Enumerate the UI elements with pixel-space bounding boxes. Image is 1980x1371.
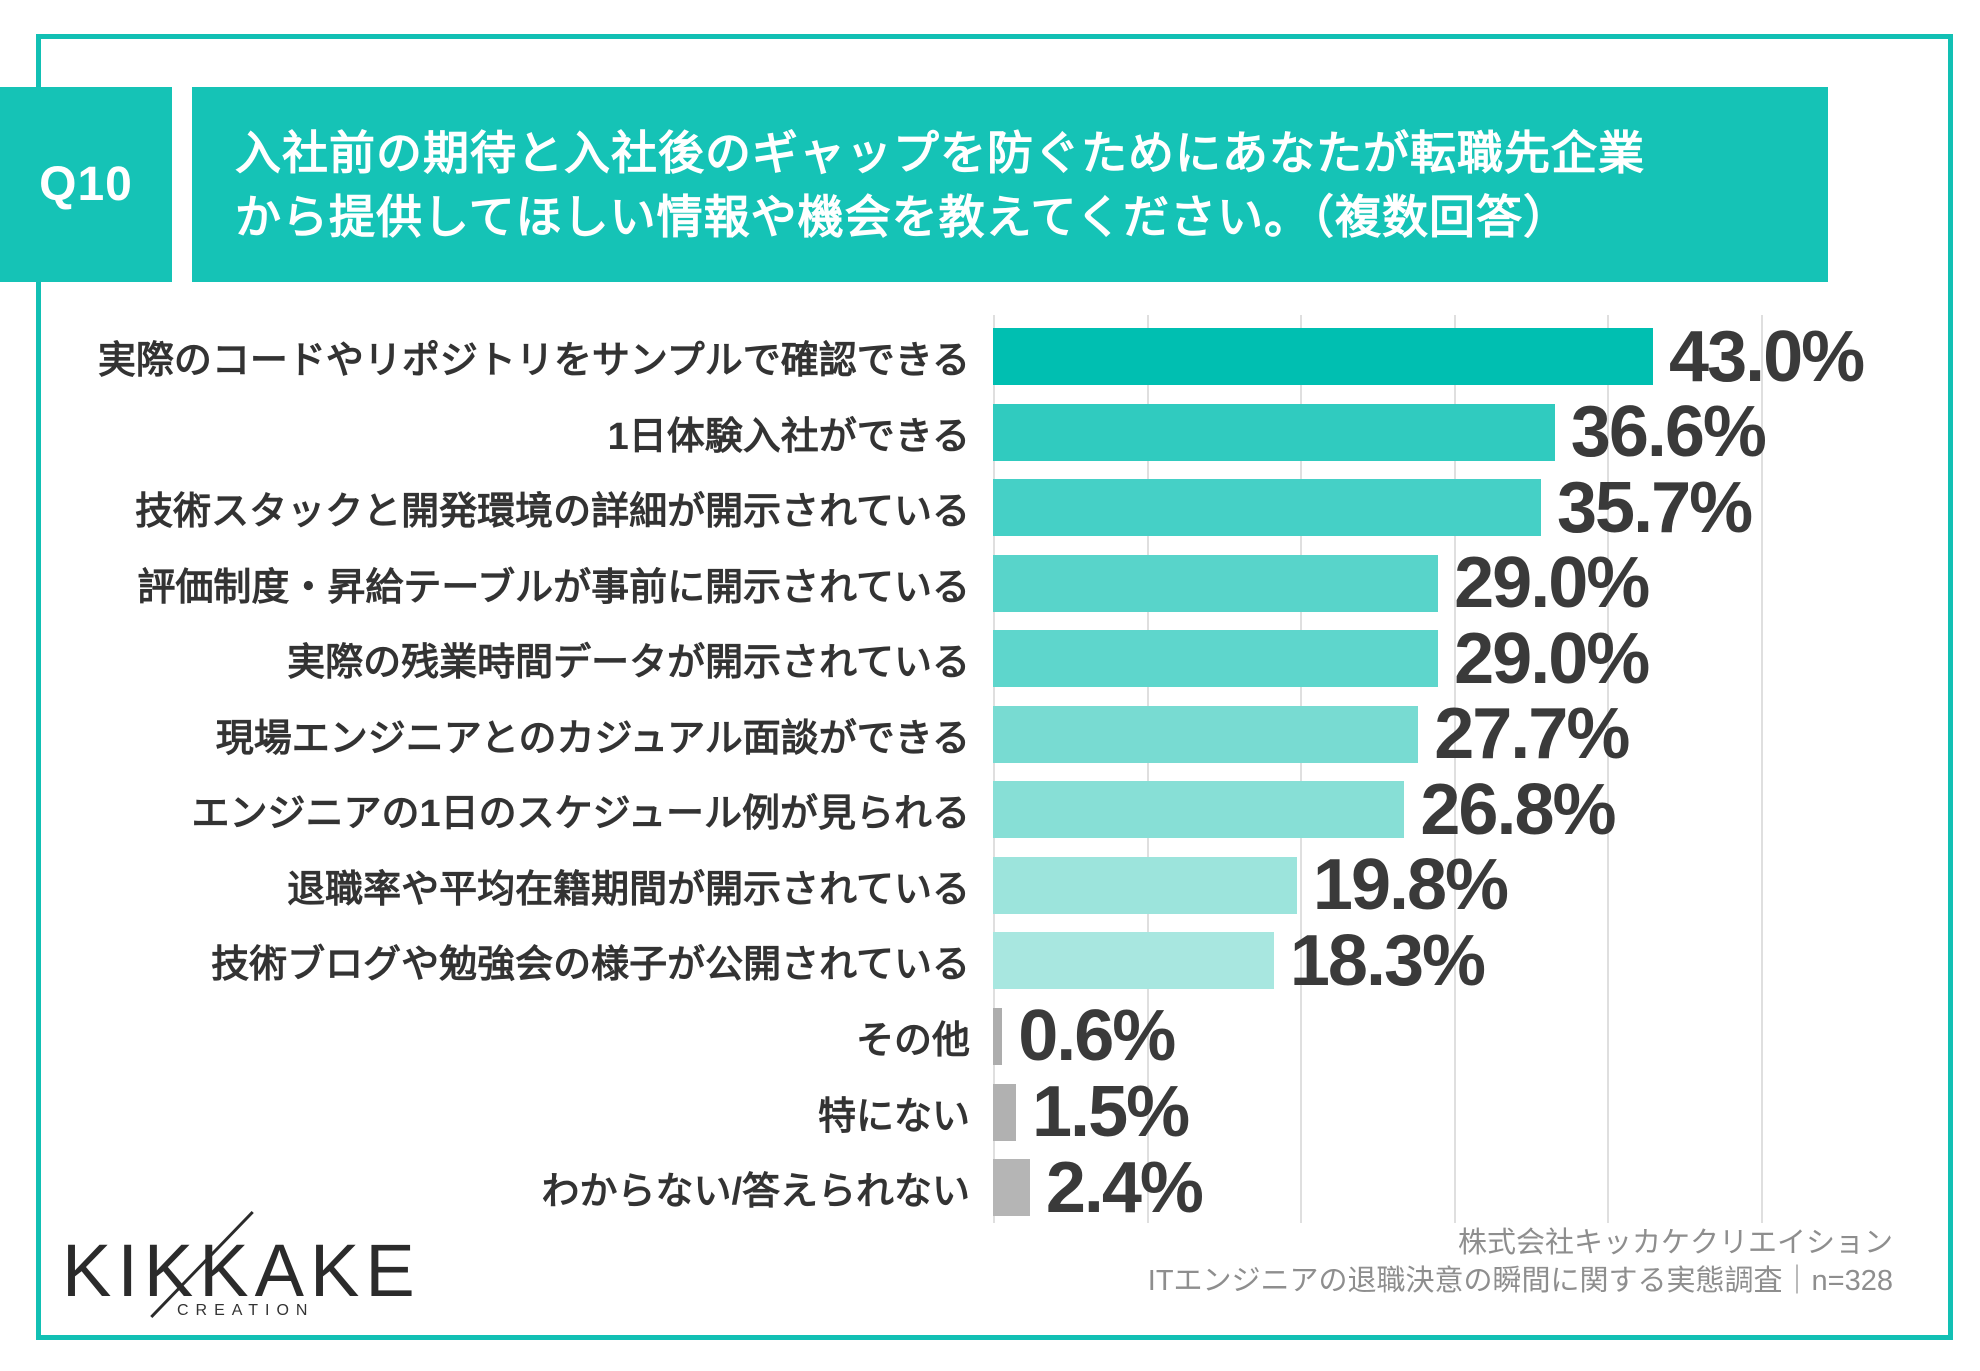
gridline-0-percent — [993, 315, 995, 1223]
bar-value: 29.0% — [1454, 618, 1650, 699]
bar-value: 18.3% — [1289, 920, 1486, 1001]
logo-wordmark: KIKKAKE — [62, 1229, 421, 1312]
bar — [993, 328, 1654, 385]
bar-label: 技術ブログや勉強会の様子が公開されている — [211, 944, 970, 987]
bar-label: 実際のコードやリポジトリをサンプルで確認できる — [97, 340, 970, 382]
bar-value: 27.7% — [1434, 694, 1630, 775]
bar — [993, 705, 1419, 763]
bar-label: 技術スタックと開発環境の詳細が開示されている — [135, 491, 970, 534]
bar-label: エンジニアの1日のスケジュール例が見られる — [191, 793, 970, 836]
chart-plot-area — [993, 315, 1763, 1223]
source-company: 株式会社キッカケクリエイション — [1457, 1227, 1893, 1259]
question-title-line1: 入社前の期待と入社後のギャップを防ぐためにあなたが転職先企業 — [235, 126, 1645, 179]
bar-label: わからない/答えられない — [541, 1171, 970, 1214]
bar-value: 26.8% — [1420, 769, 1616, 850]
bar-value: 29.0% — [1454, 543, 1650, 624]
bar-label: 1日体験入社ができる — [607, 415, 970, 458]
question-number: Q10 — [39, 158, 133, 211]
bar — [993, 479, 1541, 537]
bar — [993, 1007, 1003, 1065]
gridline-20-percent — [1300, 315, 1302, 1223]
logo-subtext: CREATION — [177, 1302, 315, 1319]
gridline-50-percent — [1760, 315, 1763, 1223]
bar — [993, 554, 1439, 612]
bar-label: 現場エンジニアとのカジュアル面談ができる — [215, 717, 970, 760]
bar — [993, 932, 1274, 990]
survey-source: 株式会社キッカケクリエイション ITエンジニアの退職決意の瞬間に関する実態調査｜… — [1148, 1224, 1893, 1300]
bar-label: 実際の残業時間データが開示されている — [287, 642, 970, 685]
bar-value: 36.6% — [1570, 392, 1767, 473]
gridline-40-percent — [1607, 315, 1609, 1223]
bar-value: 2.4% — [1045, 1147, 1204, 1228]
bar-value: 43.0% — [1669, 316, 1865, 397]
bar — [993, 781, 1405, 839]
bar — [993, 856, 1297, 914]
bar — [993, 1159, 1030, 1217]
company-logo: KIKKAKE CREATION — [58, 1210, 458, 1338]
bar-label: 特にない — [817, 1095, 970, 1138]
bar-value: 1.5% — [1032, 1072, 1190, 1152]
source-survey-name: ITエンジニアの退職決意の瞬間に関する実態調査｜n=328 — [1147, 1265, 1893, 1297]
bar-value: 35.7% — [1556, 467, 1753, 548]
question-number-box: Q10 — [0, 87, 172, 282]
bar — [993, 403, 1555, 461]
bar-label: 退職率や平均在籍期間が開示されている — [287, 868, 970, 911]
question-title-line2: から提供してほしい情報や機会を教えてください。（複数回答） — [235, 190, 1570, 243]
page-border-frame — [36, 34, 1953, 1340]
gridline-10-percent — [1146, 315, 1149, 1223]
gridline-30-percent — [1453, 315, 1456, 1223]
bar — [993, 630, 1439, 688]
question-title-banner: 入社前の期待と入社後のギャップを防ぐためにあなたが転職先企業 から提供してほしい… — [192, 87, 1828, 282]
bar — [993, 1083, 1017, 1141]
bar-label: その他 — [855, 1019, 970, 1062]
bar-label: 評価制度・昇給テーブルが事前に開示されている — [137, 566, 970, 609]
bar-value: 0.6% — [1018, 996, 1176, 1077]
bar-value: 19.8% — [1312, 845, 1509, 926]
